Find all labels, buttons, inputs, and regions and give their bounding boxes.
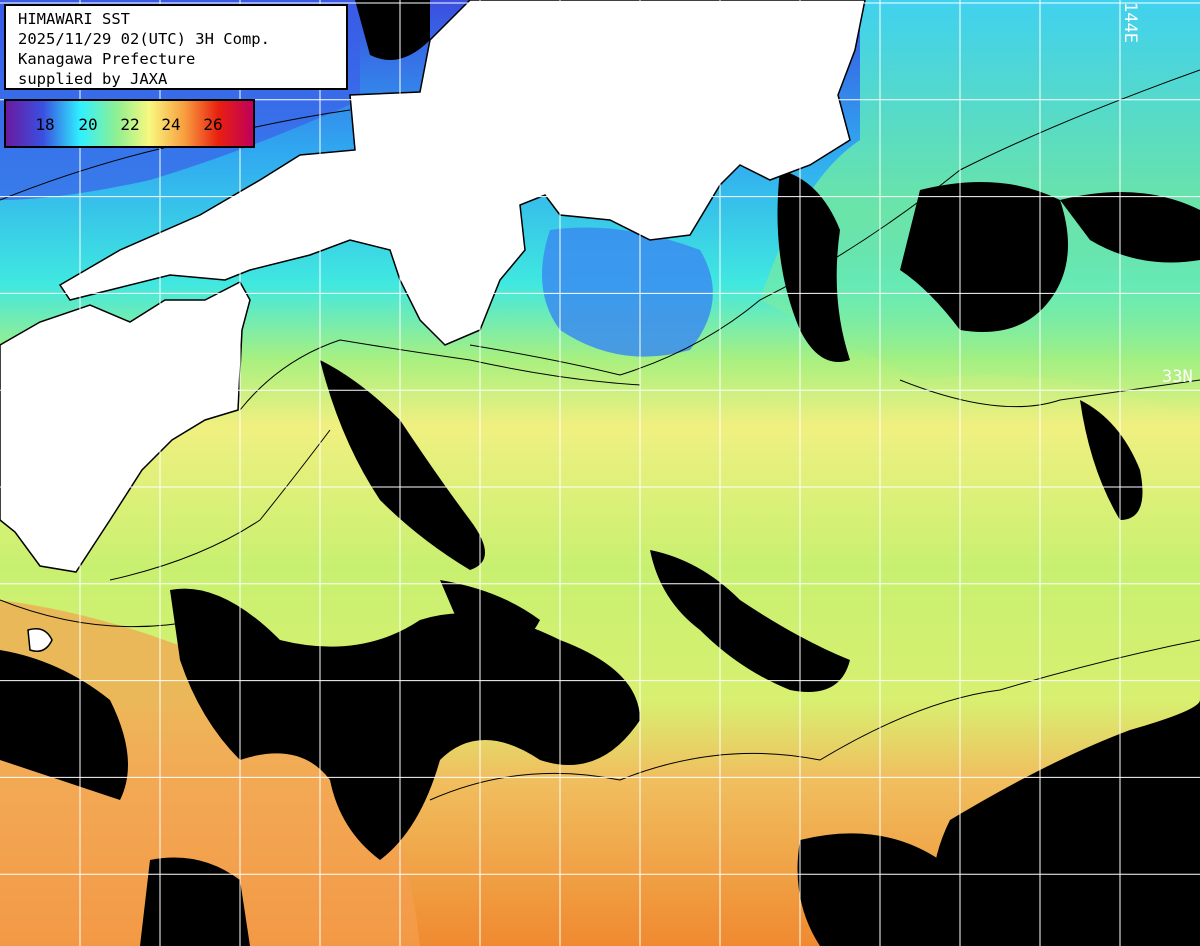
small-island xyxy=(27,628,53,652)
data-source: supplied by JAXA xyxy=(18,70,168,88)
lat-label-33n: 33N xyxy=(1162,367,1193,387)
colorbar-gradient xyxy=(6,101,253,146)
organization: Kanagawa Prefecture xyxy=(18,50,196,68)
cloud-patch xyxy=(797,833,950,946)
colorbar-label-18: 18 xyxy=(35,115,55,134)
cloud-patch xyxy=(355,0,430,60)
contour-line xyxy=(109,429,331,581)
cloud-patch xyxy=(440,580,540,652)
cloud-patch xyxy=(170,588,640,860)
colorbar-label-22: 22 xyxy=(120,115,140,134)
cloud-patch xyxy=(1060,192,1200,263)
bay-cold-water xyxy=(542,227,713,357)
cloud-patch xyxy=(900,182,1068,332)
warm-water-region xyxy=(0,600,420,946)
lon-label-136e: 136E xyxy=(480,2,500,43)
temperature-colorbar: 18 20 22 24 26 xyxy=(4,99,255,148)
contour-line xyxy=(899,379,1200,408)
contour-line xyxy=(469,69,1200,376)
lon-label-144e: 144E xyxy=(1120,2,1140,43)
cloud-patch xyxy=(1080,400,1143,520)
contour-line xyxy=(429,639,1200,801)
contour-line xyxy=(0,599,201,628)
cloud-patch xyxy=(0,650,128,800)
cloud-patch xyxy=(320,360,485,570)
shikoku-landmass xyxy=(0,281,251,573)
land xyxy=(0,0,866,652)
cloud-patch xyxy=(932,700,1200,946)
title-box: HIMAWARI SST 2025/11/29 02(UTC) 3H Comp.… xyxy=(4,4,348,90)
cloud-patch xyxy=(140,857,250,946)
colorbar-label-26: 26 xyxy=(203,115,223,134)
contour-line xyxy=(239,339,641,411)
cloud-patch xyxy=(777,170,850,362)
colorbar-label-20: 20 xyxy=(78,115,98,134)
product-title: HIMAWARI SST xyxy=(18,10,130,28)
colorbar-label-24: 24 xyxy=(161,115,181,134)
timestamp: 2025/11/29 02(UTC) 3H Comp. xyxy=(18,30,270,48)
honshu-landmass xyxy=(58,0,866,346)
